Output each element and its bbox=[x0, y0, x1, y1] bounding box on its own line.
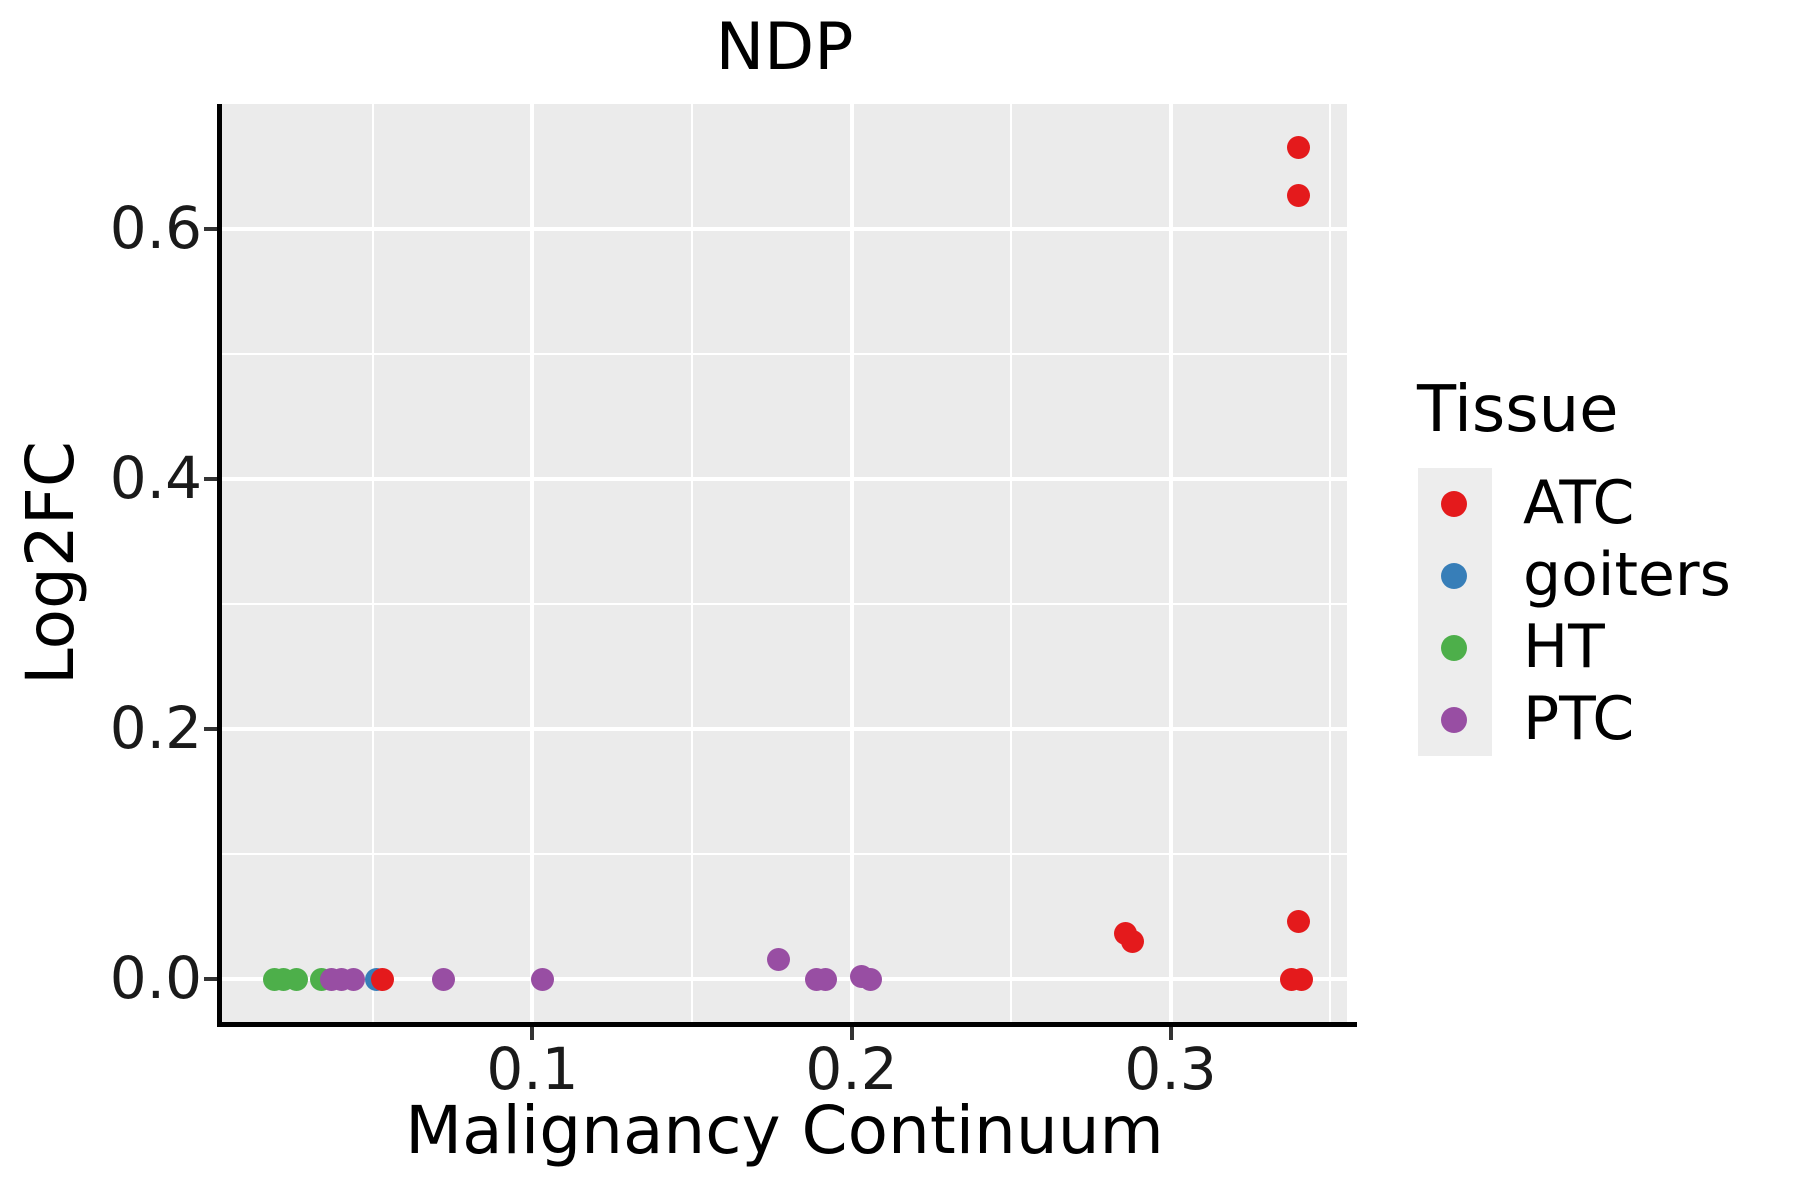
gridline-x-minor bbox=[1329, 104, 1332, 1022]
data-point-PTC bbox=[766, 947, 790, 971]
gridline-y-major bbox=[222, 727, 1347, 732]
x-tick-mark bbox=[530, 1027, 535, 1040]
x-tick-label: 0.3 bbox=[1124, 1035, 1217, 1103]
gridline-x-major bbox=[1168, 104, 1173, 1022]
x-axis-title: Malignancy Continuum bbox=[405, 1092, 1164, 1169]
data-point-ATC bbox=[370, 967, 394, 991]
data-point-PTC bbox=[814, 967, 838, 991]
legend-dot-goiters bbox=[1441, 563, 1467, 589]
legend-label-ATC: ATC bbox=[1523, 468, 1635, 538]
data-point-PTC bbox=[431, 967, 455, 991]
legend-label-goiters: goiters bbox=[1523, 540, 1731, 610]
data-point-PTC bbox=[342, 967, 366, 991]
data-point-ATC bbox=[1286, 910, 1310, 934]
gridline-y-major bbox=[222, 477, 1347, 482]
y-tick-mark bbox=[204, 727, 217, 732]
y-tick-mark bbox=[204, 477, 217, 482]
legend-dot-HT bbox=[1441, 635, 1467, 661]
data-point-ATC bbox=[1289, 967, 1313, 991]
x-tick-label: 0.1 bbox=[486, 1035, 579, 1103]
legend-title: Tissue bbox=[1417, 373, 1619, 447]
x-tick-mark bbox=[1168, 1027, 1173, 1040]
data-point-HT bbox=[284, 967, 308, 991]
data-point-PTC bbox=[530, 967, 554, 991]
gridline-x-major bbox=[530, 104, 535, 1022]
data-point-ATC bbox=[1120, 930, 1144, 954]
y-axis-title: Log2FC bbox=[12, 441, 89, 685]
y-tick-mark bbox=[204, 227, 217, 232]
y-tick-label: 0.4 bbox=[109, 444, 202, 513]
legend-dot-ATC bbox=[1441, 491, 1467, 517]
plot-panel bbox=[222, 104, 1347, 1022]
gridline-x-minor bbox=[371, 104, 374, 1022]
gridline-x-minor bbox=[1010, 104, 1013, 1022]
legend-dot-PTC bbox=[1441, 707, 1467, 733]
y-tick-label: 0.6 bbox=[109, 194, 202, 263]
gridline-y-major bbox=[222, 227, 1347, 232]
x-axis-line bbox=[217, 1022, 1357, 1027]
y-axis-line bbox=[217, 104, 222, 1025]
plot-title: NDP bbox=[715, 10, 854, 85]
legend-label-PTC: PTC bbox=[1523, 684, 1635, 754]
y-tick-label: 0.2 bbox=[109, 694, 202, 763]
gridline-x-major bbox=[849, 104, 854, 1022]
gridline-y-minor bbox=[222, 853, 1347, 856]
x-tick-mark bbox=[849, 1027, 854, 1040]
y-tick-mark bbox=[204, 977, 217, 982]
y-tick-label: 0.0 bbox=[109, 944, 202, 1013]
data-point-PTC bbox=[859, 967, 883, 991]
gridline-y-minor bbox=[222, 603, 1347, 606]
x-tick-label: 0.2 bbox=[805, 1035, 898, 1103]
data-point-ATC bbox=[1286, 183, 1310, 207]
gridline-y-minor bbox=[222, 353, 1347, 356]
legend-label-HT: HT bbox=[1523, 612, 1605, 682]
gridline-y-major bbox=[222, 977, 1347, 982]
gridline-x-minor bbox=[690, 104, 693, 1022]
data-point-ATC bbox=[1286, 136, 1310, 160]
